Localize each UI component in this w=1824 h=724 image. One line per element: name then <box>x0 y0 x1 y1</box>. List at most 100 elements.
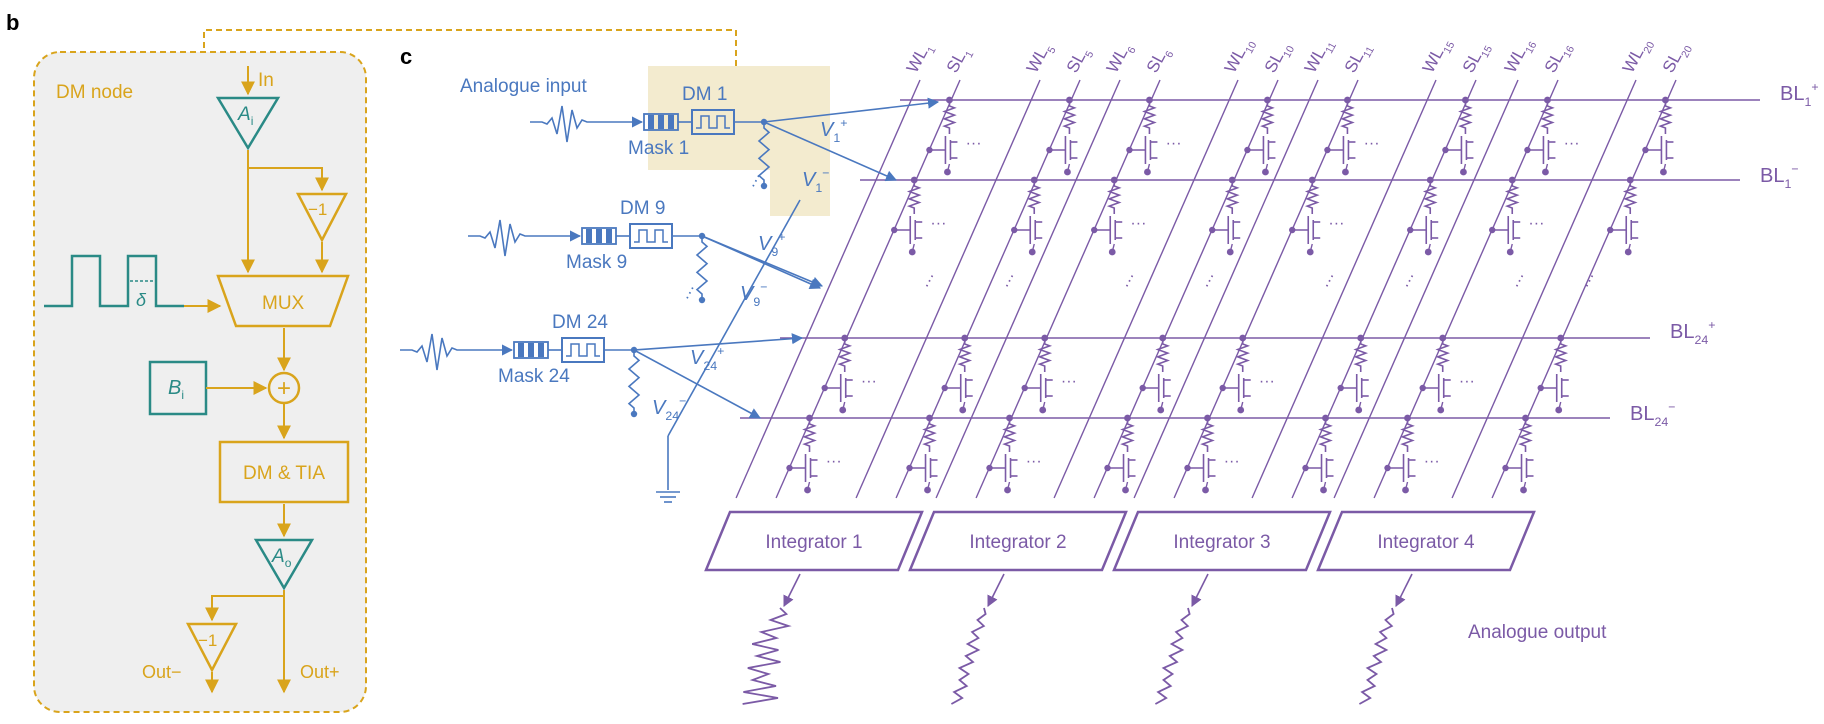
mux-label: MUX <box>262 293 305 314</box>
integrator-label: Integrator 4 <box>1377 532 1475 553</box>
memristor <box>1155 338 1171 372</box>
memristor <box>1200 418 1215 452</box>
selector-transistor <box>1607 216 1639 244</box>
ellipsis: ··· <box>1459 373 1475 390</box>
ellipsis: ··· <box>826 453 842 470</box>
pulse-icon <box>44 254 184 308</box>
v-plus-line <box>633 333 804 351</box>
junction-dot <box>804 486 811 494</box>
amp-out-label: Ao <box>271 546 292 570</box>
junction-dot <box>908 248 916 256</box>
memristor <box>757 122 771 186</box>
ellipsis: ··· <box>1130 215 1146 232</box>
junction-dot <box>1402 486 1409 494</box>
junction-dot <box>1144 168 1151 176</box>
mask-label: Mask 9 <box>566 252 627 273</box>
memristor <box>1142 100 1157 134</box>
node-dot <box>630 410 638 418</box>
junction-dot <box>959 406 967 414</box>
bitline-label-sup: − <box>1668 400 1675 414</box>
delta-label: δ <box>136 290 147 310</box>
junction-dot <box>1624 248 1632 256</box>
integrator-out-arrow <box>1395 573 1413 608</box>
junction-dot <box>1506 248 1514 256</box>
panel-b-label: b <box>6 10 19 35</box>
column-line <box>1251 79 1437 499</box>
selector-transistor <box>1021 374 1053 402</box>
bitline-label-sub: 24 <box>1654 415 1668 429</box>
junction-dot <box>1157 406 1165 414</box>
out-minus-branch <box>205 595 284 622</box>
v-minus-label-main: V <box>802 169 817 191</box>
selector-transistor <box>821 374 853 402</box>
dm-node-title: DM node <box>56 82 133 103</box>
selector-transistor <box>1502 454 1534 482</box>
out-plus-label: Out+ <box>300 662 340 682</box>
junction-dot <box>1039 406 1047 414</box>
dm-pulse-icon <box>696 115 730 129</box>
junction-dot <box>1320 486 1327 494</box>
input-waveform <box>530 105 600 143</box>
mask-label: Mask 1 <box>628 138 689 159</box>
output-waveform <box>950 607 987 705</box>
selector-transistor <box>986 454 1018 482</box>
memristor <box>1504 180 1520 214</box>
selector-transistor <box>1302 454 1334 482</box>
bitline-label-main: BL <box>1670 321 1694 343</box>
node-dot <box>698 296 706 304</box>
vertical-ellipsis: ··· <box>918 270 941 292</box>
integrator-block <box>1112 510 1332 572</box>
junction-dot <box>1542 168 1549 176</box>
column-label: SL16 <box>1541 38 1578 78</box>
column-label-sub: 20 <box>1679 44 1695 60</box>
column-label: WL10 <box>1221 34 1260 78</box>
column-label: SL1 <box>943 43 977 78</box>
integrator-out-arrow <box>783 573 801 608</box>
junction-dot <box>1202 486 1209 494</box>
memristor <box>1422 180 1438 214</box>
selector-transistor <box>1244 136 1276 164</box>
v-minus-label: V1− <box>802 166 830 195</box>
memristor <box>1658 100 1673 134</box>
v-minus-label-main: V <box>652 397 667 419</box>
selector-transistor <box>1289 216 1321 244</box>
sum-label: + <box>277 375 291 402</box>
mux-block <box>216 274 350 328</box>
dm-tia-block <box>218 440 350 504</box>
memristor <box>1458 100 1473 134</box>
amp-in-icon <box>215 96 281 151</box>
ellipsis: ··· <box>1364 135 1380 152</box>
path-a-inv <box>248 167 329 192</box>
vertical-ellipsis: ··· <box>1118 270 1141 292</box>
memristor <box>1026 180 1042 214</box>
memristor <box>695 236 709 300</box>
vertical-ellipsis: ··· <box>1198 270 1221 292</box>
dm-pulse-icon <box>634 229 668 243</box>
column-label-sub: 16 <box>1561 44 1577 60</box>
junction-dot <box>1108 248 1116 256</box>
selector-transistor <box>1139 374 1171 402</box>
column-line <box>855 79 1041 499</box>
vertical-ellipsis: ··· <box>1318 270 1341 292</box>
selector-transistor <box>1337 374 1369 402</box>
v-minus-label-sup: − <box>679 394 686 408</box>
amp-out-icon <box>253 538 315 591</box>
integrator-out-arrow <box>987 573 1005 608</box>
v-plus-label: V1+ <box>820 116 848 145</box>
integrator-out-arrow <box>1191 573 1209 608</box>
column-label: WL11 <box>1301 35 1339 79</box>
selector-transistor <box>1184 454 1216 482</box>
analogue-input-label: Analogue input <box>460 76 587 97</box>
ellipsis: ··· <box>966 135 982 152</box>
memristor <box>802 418 817 452</box>
selector-transistor <box>1104 454 1136 482</box>
vertical-ellipsis: ··· <box>1398 270 1421 292</box>
junction-dot <box>1355 406 1363 414</box>
memristor <box>837 338 853 372</box>
memristor <box>1062 100 1077 134</box>
memristor <box>942 100 957 134</box>
ellipsis: ··· <box>1259 373 1275 390</box>
column-label-sub: 1 <box>925 45 938 56</box>
